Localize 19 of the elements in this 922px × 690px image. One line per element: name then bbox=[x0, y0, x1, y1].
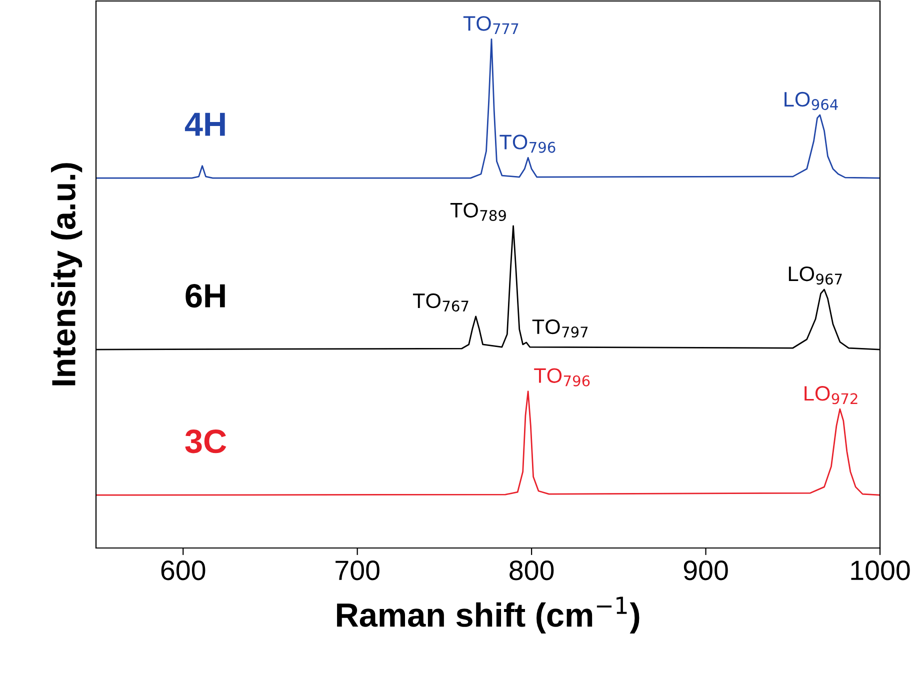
annotation: LO$_{972}$ bbox=[804, 386, 858, 404]
x-tick-label: 600 bbox=[161, 560, 206, 580]
y-axis-title: Intensity (a.u.) bbox=[51, 163, 82, 386]
x-tick-label: 800 bbox=[510, 560, 554, 580]
series-label: 3C bbox=[185, 430, 226, 454]
annotation: TO$_{767}$ bbox=[413, 293, 468, 312]
x-tick-label: 900 bbox=[684, 560, 728, 580]
series-label: 6H bbox=[186, 284, 225, 308]
x-axis-title: Raman shift (cm$^{−1}$) bbox=[337, 596, 640, 634]
x-tick-label: 700 bbox=[336, 560, 380, 580]
annotation: LO$_{964}$ bbox=[784, 92, 838, 110]
annotation: TO$_{789}$ bbox=[450, 202, 506, 222]
annotation: TO$_{797}$ bbox=[532, 319, 588, 338]
annotation: TO$_{796}$ bbox=[534, 368, 590, 386]
annotation: LO$_{967}$ bbox=[788, 266, 842, 285]
annotation: TO$_{777}$ bbox=[463, 16, 518, 34]
x-tick-label: 1000 bbox=[851, 560, 910, 580]
series-label: 4H bbox=[184, 112, 225, 136]
annotation: TO$_{796}$ bbox=[500, 134, 556, 153]
